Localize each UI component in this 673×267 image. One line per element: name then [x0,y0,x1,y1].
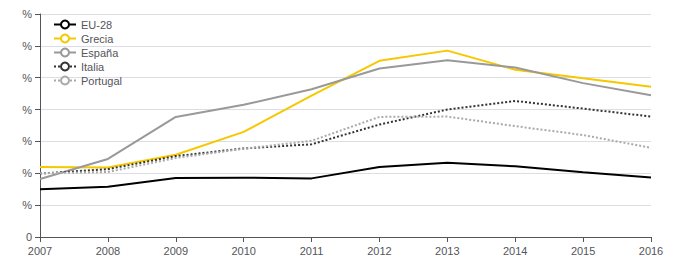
svg-text:2009: 2009 [164,245,188,257]
svg-text:EU-28: EU-28 [81,19,112,31]
svg-text:2007: 2007 [28,245,52,257]
svg-text:%: % [22,72,32,84]
svg-text:2011: 2011 [300,245,324,257]
svg-text:Portugal: Portugal [81,75,122,87]
svg-text:2013: 2013 [435,245,459,257]
svg-text:%: % [22,104,32,116]
svg-text:%: % [22,8,32,20]
svg-text:Italia: Italia [81,61,105,73]
svg-text:%: % [22,199,32,211]
svg-text:2014: 2014 [503,245,527,257]
svg-text:%: % [22,40,32,52]
svg-text:0: 0 [26,231,32,243]
svg-text:2010: 2010 [231,245,255,257]
svg-text:%: % [22,135,32,147]
svg-text:2012: 2012 [367,245,391,257]
svg-text:2015: 2015 [571,245,595,257]
svg-text:%: % [22,167,32,179]
svg-text:2008: 2008 [96,245,120,257]
svg-text:España: España [81,47,119,59]
svg-text:Grecia: Grecia [81,33,114,45]
svg-text:2016: 2016 [639,245,663,257]
